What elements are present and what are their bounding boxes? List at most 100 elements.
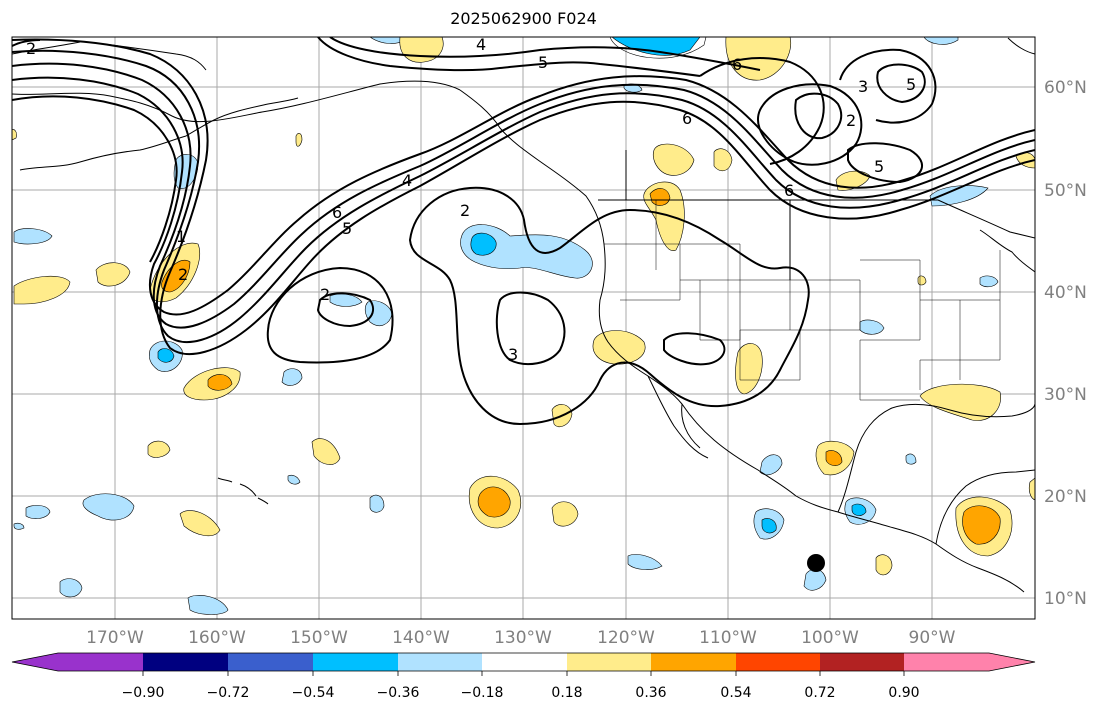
lat-label: 30°N: [1044, 385, 1087, 405]
contour-line: [266, 266, 394, 364]
latitude-labels: 60°N 50°N 40°N 30°N 20°N 10°N: [1044, 78, 1087, 609]
blue-patch: [364, 300, 393, 326]
yellow-patch: [179, 510, 221, 537]
lon-label: 140°W: [392, 628, 450, 648]
contour-line: [316, 292, 375, 328]
blue-patch: [25, 505, 51, 519]
location-marker: [807, 554, 825, 572]
blue-patch: [287, 474, 301, 485]
contour-label: 5: [538, 53, 548, 72]
yellow-patch: [477, 486, 511, 518]
contour-label: 6: [682, 109, 692, 128]
lon-label: 100°W: [801, 628, 859, 648]
contour-label: 2: [846, 111, 856, 130]
colorbar-segment: [989, 653, 1035, 671]
colorbar-segment: [820, 653, 904, 671]
coastlines: [12, 37, 1035, 593]
contour-label: 6: [332, 203, 342, 222]
colorbar-tick-label: −0.36: [377, 685, 420, 701]
contour-label: 1: [176, 227, 186, 246]
yellow-patch: [962, 505, 1001, 545]
blue-patch: [82, 493, 135, 521]
contour-line: [699, 57, 825, 165]
contour-line: [317, 37, 701, 77]
lon-label: 90°W: [909, 628, 956, 648]
contour-label: 2: [460, 201, 470, 220]
contour-line: [12, 95, 178, 263]
colorbar-segment: [143, 653, 228, 671]
contour-label: 5: [874, 157, 884, 176]
yellow-patch: [295, 133, 303, 147]
lat-label: 40°N: [1044, 283, 1087, 303]
map-frame: [11, 36, 1036, 620]
contour-lines: [12, 37, 1035, 426]
colorbar-tick-label: 0.18: [551, 685, 582, 701]
yellow-patch: [1028, 477, 1035, 501]
colorbar-segment: [736, 653, 820, 671]
lat-label: 20°N: [1044, 487, 1087, 507]
blue-patch: [157, 348, 175, 363]
colorbar-tick-label: −0.54: [292, 685, 335, 701]
lon-label: 120°W: [597, 628, 655, 648]
yellow-patch: [147, 440, 171, 458]
colorbar-tick-label: −0.90: [122, 685, 165, 701]
yellow-patch: [652, 143, 695, 176]
contour-label: 3: [858, 77, 868, 96]
blue-patch: [929, 185, 989, 207]
yellow-patch: [311, 438, 341, 465]
contour-line: [794, 92, 843, 140]
colorbar-segment: [482, 653, 567, 671]
contour-label: 3: [508, 345, 518, 364]
colorbar-segment: [651, 653, 736, 671]
contour-line: [408, 186, 810, 426]
yellow-patch: [825, 450, 843, 466]
contour-line: [12, 38, 1035, 356]
yellow-patch: [12, 129, 17, 141]
lat-label: 10°N: [1044, 589, 1087, 609]
yellow-patch: [13, 275, 71, 305]
contour-label: 2: [178, 265, 188, 284]
contour-line: [12, 75, 1035, 316]
colorbar-segment: [567, 653, 651, 671]
blue-patch: [611, 37, 701, 56]
map-title: 2025062900 F024: [450, 9, 597, 28]
contour-line: [12, 62, 1035, 329]
blue-patch: [923, 37, 959, 45]
contour-line: [12, 39, 41, 47]
blue-patch: [851, 503, 867, 516]
contour-line: [757, 83, 863, 166]
lat-label: 50°N: [1044, 181, 1087, 201]
lon-label: 170°W: [86, 628, 144, 648]
blue-patch: [369, 494, 385, 513]
blue-patch: [187, 595, 229, 615]
yellow-patch: [919, 383, 1001, 421]
contour-line: [839, 48, 937, 124]
yellow-patch: [713, 148, 733, 172]
contour-label: 5: [906, 75, 916, 94]
gridlines: [12, 37, 1035, 619]
colorbar-segment: [313, 653, 398, 671]
lat-label: 60°N: [1044, 78, 1087, 98]
contour-label: 4: [402, 171, 412, 190]
contour-line: [329, 37, 761, 71]
lon-label: 160°W: [188, 628, 246, 648]
colorbar-segment: [58, 653, 143, 671]
lon-label: 110°W: [699, 628, 757, 648]
yellow-patch: [649, 188, 671, 206]
contour-line: [495, 291, 566, 366]
colorbar-tick-label: 0.36: [635, 685, 666, 701]
colorbar-tick-label: 0.54: [720, 685, 751, 701]
colorbar-tick-label: 0.90: [888, 685, 919, 701]
contour-label: 6: [732, 55, 742, 74]
blue-patch: [859, 319, 885, 335]
contour-label: 2: [320, 285, 330, 304]
blue-patch: [13, 522, 25, 530]
blue-patch: [905, 453, 917, 465]
blue-patch: [627, 554, 663, 570]
yellow-patch: [207, 374, 233, 391]
colorbar: −0.90 −0.72 −0.54 −0.36 −0.18 0.18 0.36 …: [11, 652, 1036, 701]
contour-labels: 2 4 5 6 3 5 2 6 4 6 5 1 2 2 3 2 6 5: [26, 37, 916, 364]
yellow-patch: [551, 501, 579, 527]
yellow-patch: [95, 262, 131, 287]
